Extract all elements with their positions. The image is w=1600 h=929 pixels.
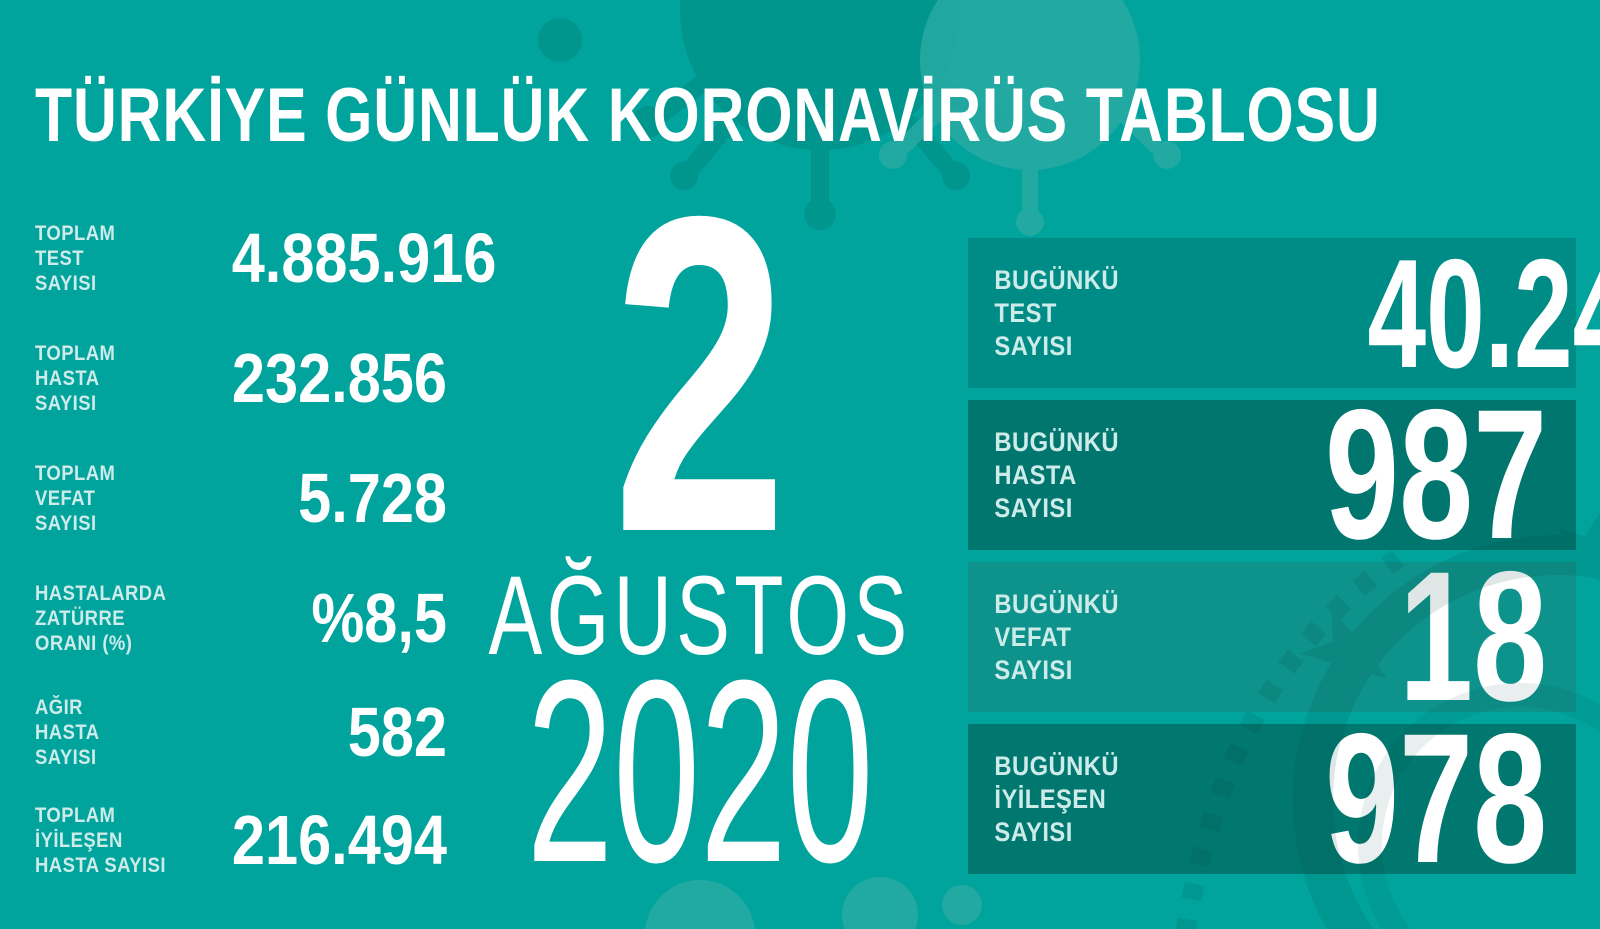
today-test-value: 40.247 — [1367, 226, 1600, 400]
today-iyilesen-value: 978 — [1324, 695, 1548, 902]
total-iyilesen-label: TOPLAM İYİLEŞEN HASTA SAYISI — [35, 803, 166, 877]
total-vefat-value: 5.728 — [298, 459, 447, 537]
today-box-iyilesen: BUGÜNKÜ İYİLEŞEN SAYISI 978 — [968, 706, 1576, 891]
total-zaturre-value: %8,5 — [311, 579, 447, 657]
date-year: 2020 — [526, 627, 874, 917]
date-month: AĞUSTOS — [488, 553, 912, 678]
total-row-iyilesen: TOPLAM İYİLEŞEN HASTA SAYISI 216.494 — [35, 790, 447, 890]
total-agir-hasta-value: 582 — [347, 693, 447, 771]
today-hasta-value: 987 — [1324, 371, 1548, 578]
total-row-vefat: TOPLAM VEFAT SAYISI 5.728 — [35, 448, 447, 548]
today-iyilesen-label: BUGÜNKÜ İYİLEŞEN SAYISI — [994, 750, 1119, 847]
total-zaturre-label: HASTALARDA ZATÜRRE ORANI (%) — [35, 581, 167, 655]
today-test-label: BUGÜNKÜ TEST SAYISI — [994, 264, 1119, 361]
date-day: 2 — [612, 124, 788, 626]
today-box-vefat: BUGÜNKÜ VEFAT SAYISI 18 — [968, 544, 1576, 729]
total-row-zaturre: HASTALARDA ZATÜRRE ORANI (%) %8,5 — [35, 568, 447, 668]
total-row-test: TOPLAM TEST SAYISI 4.885.916 — [35, 208, 496, 308]
total-vefat-label: TOPLAM VEFAT SAYISI — [35, 461, 116, 535]
today-vefat-value: 18 — [1399, 533, 1548, 740]
today-box-test: BUGÜNKÜ TEST SAYISI 40.247 — [968, 236, 1600, 391]
total-hasta-value: 232.856 — [231, 339, 447, 417]
today-box-hasta: BUGÜNKÜ HASTA SAYISI 987 — [968, 382, 1576, 567]
total-row-agir-hasta: AĞIR HASTA SAYISI 582 — [35, 682, 447, 782]
total-hasta-label: TOPLAM HASTA SAYISI — [35, 341, 116, 415]
total-test-value: 4.885.916 — [231, 219, 497, 297]
total-row-hasta: TOPLAM HASTA SAYISI 232.856 — [35, 328, 447, 428]
total-test-label: TOPLAM TEST SAYISI — [35, 221, 116, 295]
today-hasta-label: BUGÜNKÜ HASTA SAYISI — [994, 426, 1119, 523]
total-agir-hasta-label: AĞIR HASTA SAYISI — [35, 695, 100, 769]
total-iyilesen-value: 216.494 — [231, 801, 447, 879]
today-vefat-label: BUGÜNKÜ VEFAT SAYISI — [994, 588, 1119, 685]
